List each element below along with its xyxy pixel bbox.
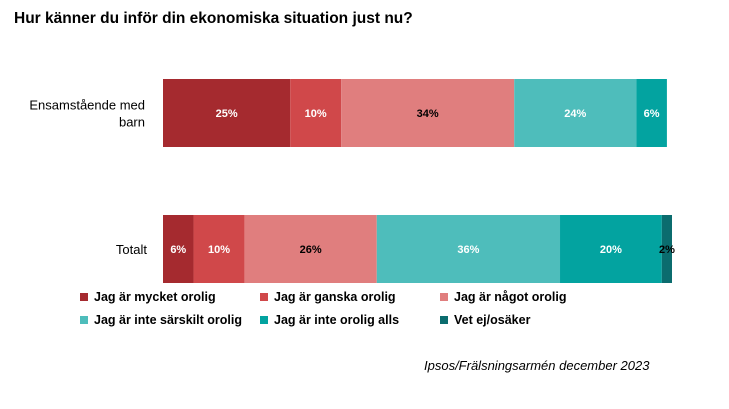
- data-label: 25%: [216, 108, 238, 120]
- legend-swatch: [260, 316, 268, 324]
- legend-item: Jag är något orolig: [440, 290, 600, 304]
- legend-label: Jag är inte särskilt orolig: [94, 313, 242, 327]
- data-label: 6%: [644, 108, 660, 120]
- data-label: 24%: [564, 108, 586, 120]
- legend-label: Jag är inte orolig alls: [274, 313, 400, 327]
- legend-swatch: [80, 293, 88, 301]
- bar-segment: [244, 215, 377, 283]
- legend-item: Jag är mycket orolig: [80, 290, 260, 304]
- legend-label: Vet ej/osäker: [454, 313, 531, 327]
- legend-swatch: [80, 316, 88, 324]
- data-label: 2%: [659, 244, 675, 256]
- category-label: Ensamstående med barn: [29, 98, 145, 130]
- chart-title: Hur känner du inför din ekonomiska situa…: [14, 10, 413, 27]
- bar-segment: [514, 79, 637, 147]
- bar-segment: [636, 79, 667, 147]
- legend-swatch: [440, 316, 448, 324]
- bar-segment: [193, 215, 245, 283]
- stacked-bar-chart: Ensamstående med barn 25% 10% 34% 24% 6% Totalt…: [29, 79, 675, 283]
- data-label: 20%: [600, 244, 622, 256]
- data-label: 26%: [300, 244, 322, 256]
- legend-label: Jag är ganska orolig: [274, 290, 396, 304]
- bar-segment: [376, 215, 561, 283]
- legend-label: Jag är mycket orolig: [94, 290, 216, 304]
- bar-segment: [560, 215, 662, 283]
- source-note: Ipsos/Frälsningsarmén december 2023: [424, 358, 650, 373]
- data-label: 34%: [417, 108, 439, 120]
- legend: Jag är mycket orolig Jag är ganska orolig…: [80, 290, 600, 327]
- legend-swatch: [440, 293, 448, 301]
- data-label: 36%: [457, 244, 479, 256]
- data-label: 6%: [170, 244, 186, 256]
- data-label: 10%: [208, 244, 230, 256]
- bar-segment: [163, 79, 291, 147]
- data-label: 10%: [305, 108, 327, 120]
- legend-swatch: [260, 293, 268, 301]
- legend-item: Jag är inte särskilt orolig: [80, 313, 260, 327]
- legend-item: Vet ej/osäker: [440, 313, 600, 327]
- legend-label: Jag är något orolig: [454, 290, 567, 304]
- legend-item: Jag är inte orolig alls: [260, 313, 440, 327]
- bar-segment: [341, 79, 515, 147]
- category-label: Totalt: [116, 242, 147, 257]
- bar-segment: [661, 215, 672, 283]
- bar-segment: [290, 79, 342, 147]
- legend-item: Jag är ganska orolig: [260, 290, 440, 304]
- bar-segment: [163, 215, 194, 283]
